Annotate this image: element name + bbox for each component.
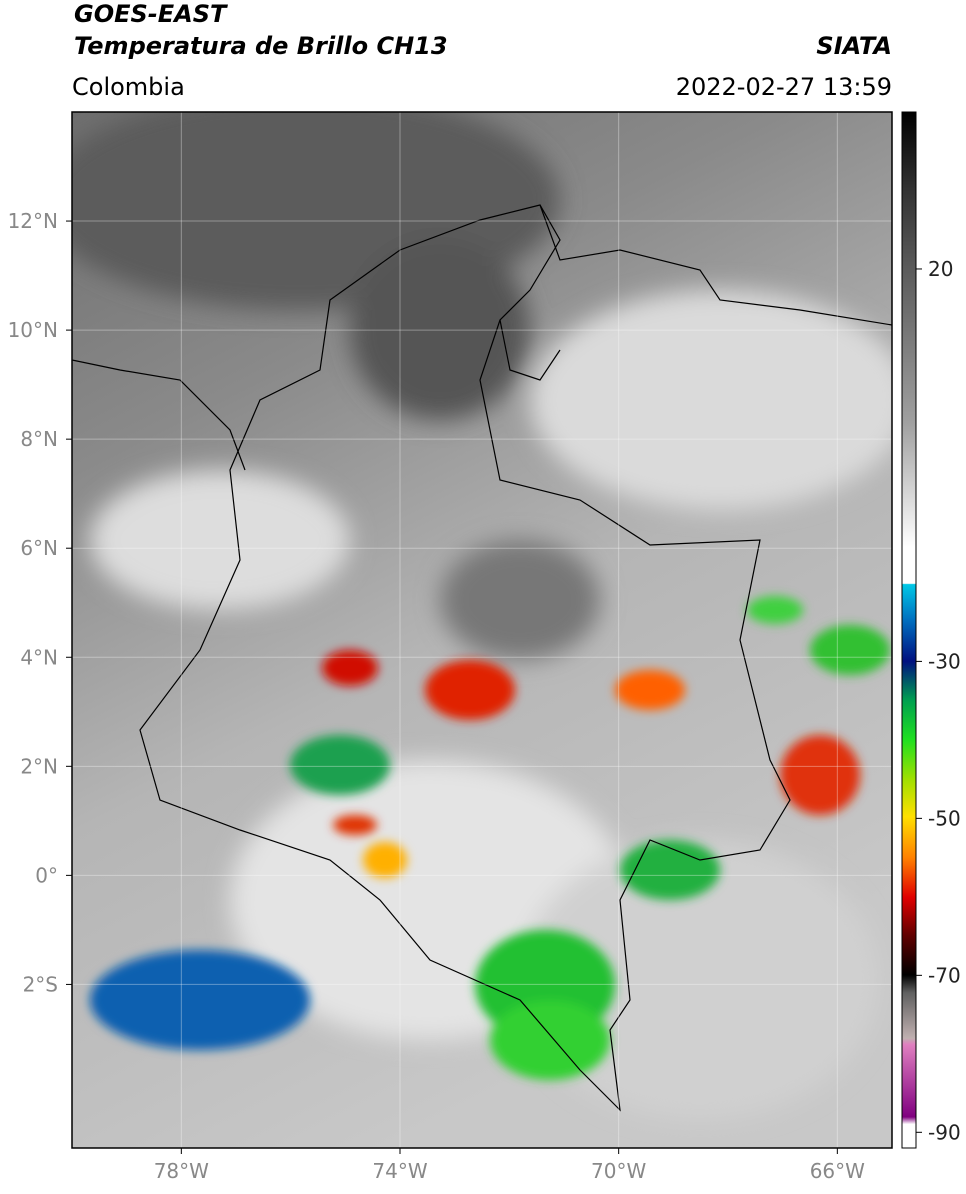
region: Colombia [72, 73, 185, 101]
colorbar-label: -50 [928, 806, 961, 830]
x-tick-label: 66°W [810, 1159, 865, 1183]
y-tick-label: 4°N [20, 645, 58, 669]
satellite-image [72, 112, 892, 1148]
title: Temperatura de Brillo CH13 [74, 32, 448, 60]
y-tick-label: 8°N [20, 427, 58, 451]
source: SIATA [816, 32, 892, 60]
y-tick-label: 12°N [8, 209, 58, 233]
colorbar [901, 111, 917, 1149]
x-tick-label: 70°W [591, 1159, 646, 1183]
colorbar-label: -30 [928, 649, 961, 673]
y-tick-label: 0° [35, 863, 58, 887]
colorbar-label: -70 [928, 963, 961, 987]
x-tick-label: 78°W [154, 1159, 209, 1183]
y-tick-label: 2°N [20, 754, 58, 778]
colorbar-label: 20 [928, 257, 953, 281]
title: GOES-EAST [74, 0, 228, 28]
x-tick-label: 74°W [372, 1159, 427, 1183]
colorbar-label: -90 [928, 1120, 961, 1144]
map-frame [71, 111, 893, 1149]
y-tick-label: 6°N [20, 536, 58, 560]
y-tick-label: 2°S [23, 972, 58, 996]
y-tick-label: 10°N [8, 318, 58, 342]
timestamp: 2022-02-27 13:59 [676, 73, 892, 101]
